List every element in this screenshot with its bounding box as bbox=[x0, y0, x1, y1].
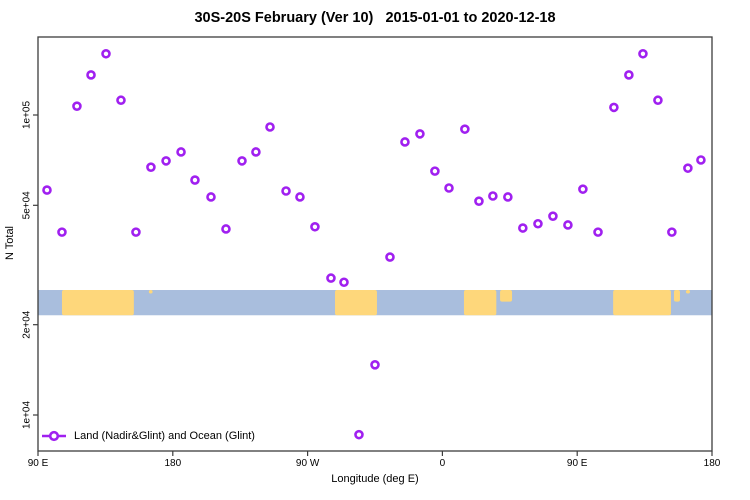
data-point bbox=[683, 163, 693, 173]
data-point bbox=[161, 156, 171, 166]
data-point bbox=[548, 211, 558, 221]
data-point bbox=[57, 227, 67, 237]
data-point bbox=[474, 196, 484, 207]
y-axis-label: N Total bbox=[4, 225, 16, 261]
legend-marker-icon bbox=[48, 430, 60, 442]
data-point bbox=[101, 48, 111, 59]
map-strip-land bbox=[335, 290, 377, 316]
map-strip-land bbox=[463, 290, 497, 316]
data-point bbox=[667, 227, 677, 237]
data-point bbox=[310, 221, 320, 232]
data-point bbox=[488, 191, 498, 201]
data-point bbox=[131, 227, 141, 237]
data-point bbox=[400, 137, 410, 147]
x-tick-label: 0 bbox=[440, 458, 446, 469]
x-tick-label: 90 E bbox=[28, 458, 49, 469]
data-point bbox=[638, 48, 648, 59]
y-tick-label: 1e+05 bbox=[22, 101, 33, 130]
data-point bbox=[190, 175, 200, 185]
data-point bbox=[354, 429, 364, 440]
map-strip-land bbox=[685, 290, 690, 294]
data-point bbox=[339, 277, 349, 288]
data-point bbox=[593, 227, 603, 237]
x-tick-label: 90 E bbox=[567, 458, 588, 469]
x-tick-label: 90 W bbox=[296, 458, 320, 469]
data-point bbox=[206, 192, 216, 202]
data-point bbox=[370, 360, 380, 370]
data-point bbox=[86, 70, 96, 80]
data-point bbox=[251, 147, 261, 157]
data-point bbox=[518, 223, 528, 233]
plot-box bbox=[37, 36, 713, 452]
data-point bbox=[430, 166, 440, 176]
data-point bbox=[624, 70, 634, 80]
y-tick-label: 5e+04 bbox=[22, 191, 33, 220]
data-point bbox=[237, 156, 247, 166]
data-point bbox=[385, 252, 395, 262]
map-strip-land bbox=[148, 290, 153, 294]
data-point bbox=[563, 220, 573, 230]
map-strip-land bbox=[61, 290, 134, 316]
data-point bbox=[696, 155, 706, 165]
data-point bbox=[146, 162, 156, 172]
data-point bbox=[444, 183, 454, 193]
data-point bbox=[578, 184, 588, 194]
data-point bbox=[460, 124, 470, 134]
map-strip-land bbox=[613, 290, 671, 316]
data-point bbox=[72, 101, 82, 111]
y-tick-label: 2e+04 bbox=[22, 310, 33, 339]
data-point bbox=[503, 192, 513, 202]
data-point bbox=[265, 122, 275, 132]
chart-title: 30S-20S February (Ver 10) 2015-01-01 to … bbox=[194, 10, 556, 26]
data-point bbox=[295, 192, 305, 202]
data-point bbox=[221, 224, 231, 234]
legend-label: Land (Nadir&Glint) and Ocean (Glint) bbox=[74, 430, 255, 442]
map-strip-land bbox=[673, 290, 680, 302]
x-tick-label: 180 bbox=[704, 458, 721, 469]
data-point bbox=[326, 273, 336, 283]
map-strip-land bbox=[500, 290, 513, 302]
data-point bbox=[116, 95, 126, 106]
data-point bbox=[415, 129, 425, 139]
data-point bbox=[609, 102, 619, 113]
y-tick-label: 1e+04 bbox=[22, 401, 33, 430]
x-axis-label: Longitude (deg E) bbox=[331, 473, 419, 485]
data-point bbox=[653, 95, 663, 106]
data-point bbox=[533, 218, 543, 229]
data-point bbox=[42, 185, 52, 195]
data-point bbox=[281, 186, 291, 196]
x-tick-label: 180 bbox=[164, 458, 181, 469]
data-point bbox=[176, 147, 186, 157]
